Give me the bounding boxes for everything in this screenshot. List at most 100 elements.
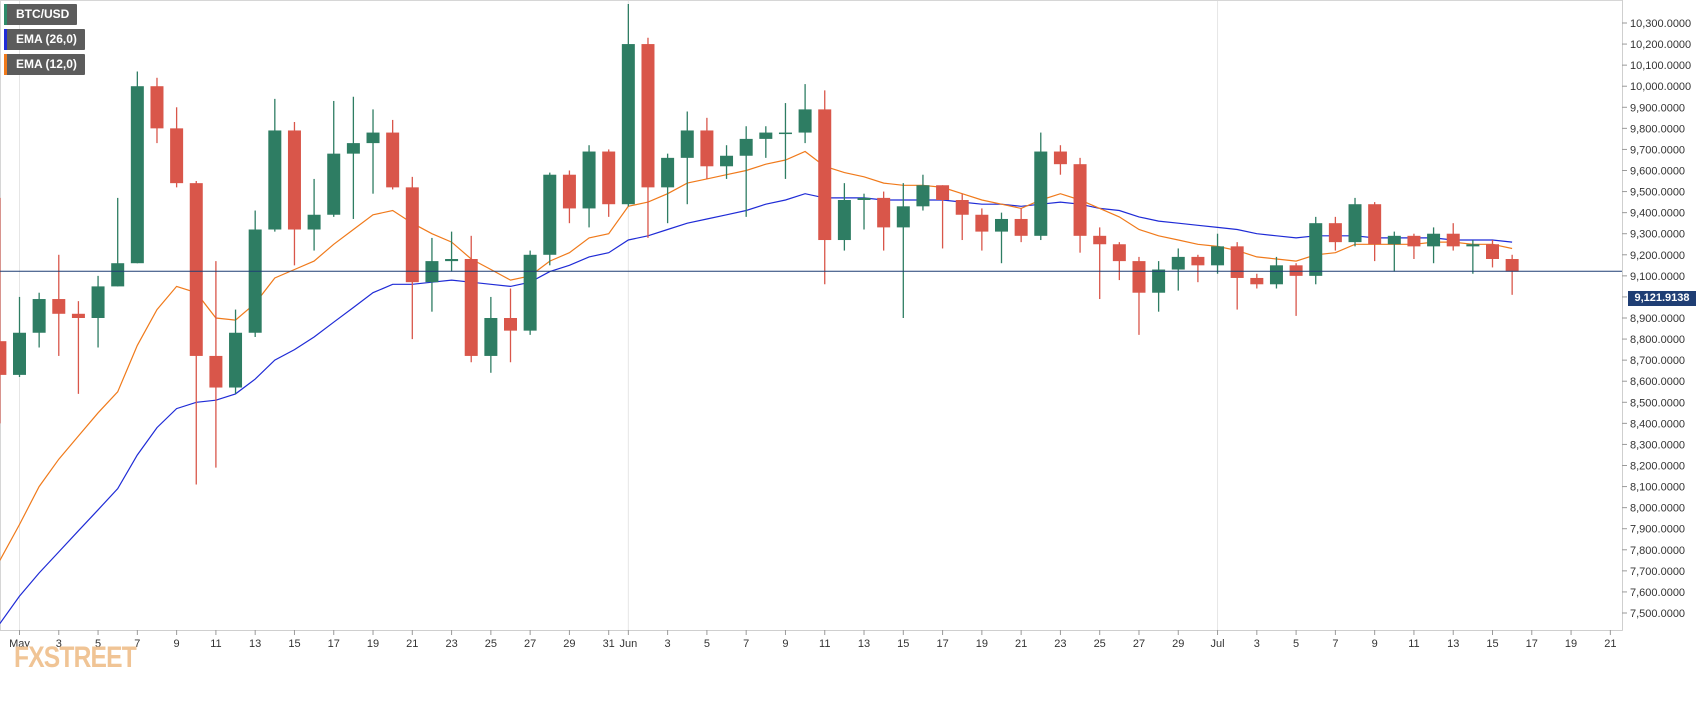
candle[interactable] xyxy=(562,170,576,224)
candle[interactable] xyxy=(877,191,891,251)
candle[interactable] xyxy=(1034,132,1048,241)
candle[interactable] xyxy=(1014,208,1028,243)
candle[interactable] xyxy=(995,212,1008,264)
candle[interactable] xyxy=(1486,240,1499,268)
legend-ema26[interactable]: EMA (26,0) xyxy=(4,29,85,50)
candle[interactable] xyxy=(1348,197,1362,247)
candle[interactable] xyxy=(1211,233,1225,274)
x-tick-label: Jul xyxy=(1211,638,1225,650)
y-tick-label: 10,100.0000 xyxy=(1630,60,1691,72)
candle[interactable] xyxy=(1191,254,1205,283)
candle[interactable] xyxy=(71,301,85,394)
candle[interactable] xyxy=(209,261,223,468)
candle[interactable] xyxy=(1505,254,1519,295)
candle[interactable] xyxy=(1466,240,1480,274)
candle[interactable] xyxy=(150,77,164,144)
candle[interactable] xyxy=(680,111,694,205)
candle[interactable] xyxy=(1152,261,1166,312)
candle[interactable] xyxy=(248,210,262,337)
candle[interactable] xyxy=(1289,263,1303,316)
candle-body xyxy=(386,132,400,188)
candle-body xyxy=(248,229,262,333)
candle[interactable] xyxy=(936,185,950,249)
candle-body xyxy=(739,138,753,156)
candle[interactable] xyxy=(189,181,203,485)
candle[interactable] xyxy=(268,98,282,232)
candle[interactable] xyxy=(1446,223,1460,251)
candle[interactable] xyxy=(445,231,459,272)
candle[interactable] xyxy=(523,250,537,335)
x-tick-label: 27 xyxy=(524,638,536,650)
candle[interactable] xyxy=(504,288,517,363)
candle[interactable] xyxy=(955,193,969,241)
candle[interactable] xyxy=(1132,256,1146,335)
candle[interactable] xyxy=(975,208,989,251)
candle[interactable] xyxy=(720,145,734,179)
candle[interactable] xyxy=(425,237,439,312)
candle[interactable] xyxy=(1328,216,1342,251)
candle[interactable] xyxy=(91,275,105,348)
x-tick-label: 21 xyxy=(1015,638,1027,650)
candle[interactable] xyxy=(543,172,557,266)
candle[interactable] xyxy=(346,96,360,219)
x-tick-label: 25 xyxy=(1094,638,1106,650)
candle[interactable] xyxy=(916,174,930,211)
candle[interactable] xyxy=(484,296,498,373)
candle[interactable] xyxy=(778,103,792,179)
candle[interactable] xyxy=(621,4,635,207)
y-tick-label: 9,500.0000 xyxy=(1630,187,1685,199)
candle[interactable] xyxy=(366,109,380,194)
candle[interactable] xyxy=(837,183,851,251)
candle[interactable] xyxy=(818,90,832,285)
candle[interactable] xyxy=(405,176,419,340)
candle[interactable] xyxy=(661,153,675,224)
candle[interactable] xyxy=(386,119,400,190)
candle-body xyxy=(1211,246,1225,266)
candle[interactable] xyxy=(1269,256,1283,289)
candle[interactable] xyxy=(1387,231,1401,272)
y-tick-label: 7,800.0000 xyxy=(1630,545,1685,557)
candle[interactable] xyxy=(1230,242,1244,310)
candle-body xyxy=(778,132,792,135)
y-tick-label: 7,500.0000 xyxy=(1630,608,1685,620)
candle-body xyxy=(523,254,537,331)
candle[interactable] xyxy=(641,37,655,238)
candle[interactable] xyxy=(582,145,596,228)
candle[interactable] xyxy=(307,178,321,251)
candle[interactable] xyxy=(52,254,66,356)
candle[interactable] xyxy=(857,193,871,230)
x-tick-label: 7 xyxy=(743,638,749,650)
candle[interactable] xyxy=(32,292,46,348)
candle[interactable] xyxy=(1368,202,1382,262)
candle[interactable] xyxy=(1093,227,1107,300)
candle[interactable] xyxy=(759,126,773,158)
candle-body xyxy=(700,130,714,167)
candle[interactable] xyxy=(13,296,26,377)
candle[interactable] xyxy=(327,100,341,217)
x-tick-label: 21 xyxy=(1604,638,1616,650)
y-tick-label: 10,200.0000 xyxy=(1630,39,1691,51)
candle[interactable] xyxy=(464,235,478,363)
candle[interactable] xyxy=(287,122,301,266)
legend-btcusd[interactable]: BTC/USD xyxy=(4,4,78,25)
candle[interactable] xyxy=(170,107,184,188)
candle[interactable] xyxy=(1250,273,1264,289)
candle[interactable] xyxy=(896,183,910,318)
candle[interactable] xyxy=(1073,157,1087,253)
candle[interactable] xyxy=(111,197,125,287)
candle[interactable] xyxy=(1427,227,1441,264)
candle[interactable] xyxy=(229,309,243,394)
candle[interactable] xyxy=(0,197,7,424)
legend-ema12[interactable]: EMA (12,0) xyxy=(4,54,85,75)
candle[interactable] xyxy=(602,149,616,217)
candle[interactable] xyxy=(1053,145,1067,175)
candle[interactable] xyxy=(798,84,812,144)
candle[interactable] xyxy=(130,71,144,264)
candle[interactable] xyxy=(700,117,714,179)
candle[interactable] xyxy=(1407,233,1421,259)
candle[interactable] xyxy=(1171,248,1185,291)
candle[interactable] xyxy=(739,126,753,217)
candle[interactable] xyxy=(1112,242,1126,281)
candle[interactable] xyxy=(1309,216,1323,285)
candle-body xyxy=(504,318,517,331)
